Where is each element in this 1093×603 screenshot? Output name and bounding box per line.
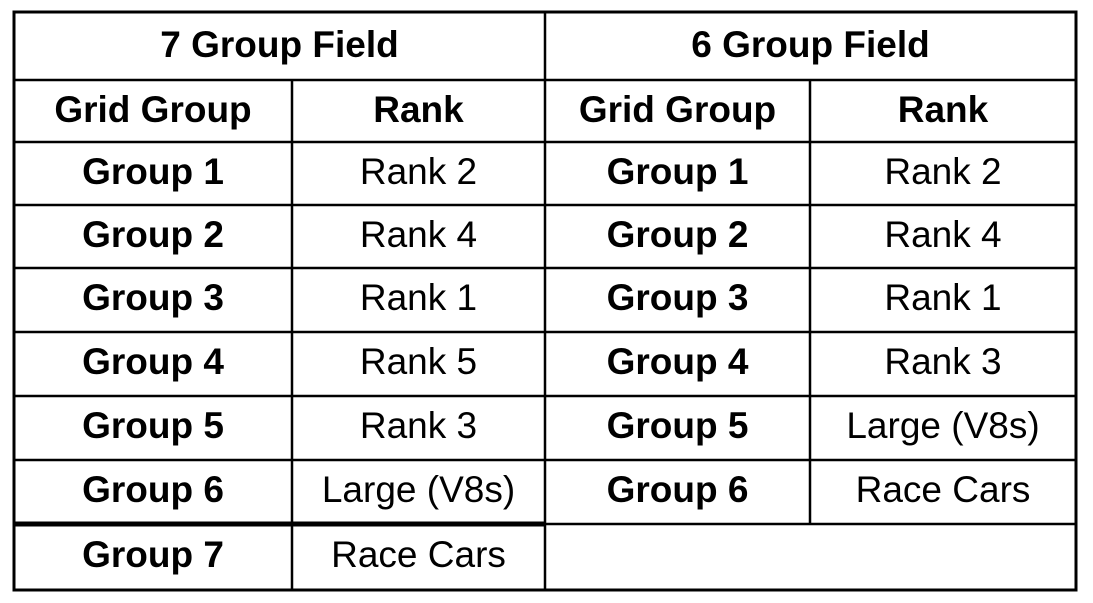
rank-cell: Rank 1 (360, 277, 477, 318)
group-cell: Group 7 (82, 534, 224, 575)
group-cell: Group 4 (607, 341, 749, 382)
rank-cell: Rank 3 (884, 341, 1001, 382)
rank-cell: Rank 4 (884, 214, 1001, 255)
rank-cell: Race Cars (856, 469, 1031, 510)
rank-cell: Rank 2 (360, 151, 477, 192)
group-cell: Group 4 (82, 341, 224, 382)
column-header: Rank (373, 89, 464, 130)
group-cell: Group 5 (82, 405, 224, 446)
rank-cell: Race Cars (331, 534, 506, 575)
table-title: 7 Group Field (160, 24, 398, 65)
group-cell: Group 1 (82, 151, 224, 192)
rank-cell: Rank 3 (360, 405, 477, 446)
group-cell: Group 3 (607, 277, 749, 318)
group-cell: Group 3 (82, 277, 224, 318)
group-cell: Group 1 (607, 151, 749, 192)
rank-cell: Large (V8s) (846, 405, 1039, 446)
rank-cell: Rank 4 (360, 214, 477, 255)
group-cell: Group 5 (607, 405, 749, 446)
rank-cell: Large (V8s) (322, 469, 515, 510)
group-cell: Group 2 (82, 214, 224, 255)
column-header: Grid Group (54, 89, 251, 130)
group-cell: Group 6 (82, 469, 224, 510)
rank-cell: Rank 2 (884, 151, 1001, 192)
column-header: Rank (898, 89, 989, 130)
group-cell: Group 2 (607, 214, 749, 255)
table-title: 6 Group Field (691, 24, 929, 65)
rank-cell: Rank 5 (360, 341, 477, 382)
column-header: Grid Group (579, 89, 776, 130)
rank-cell: Rank 1 (884, 277, 1001, 318)
group-cell: Group 6 (607, 469, 749, 510)
